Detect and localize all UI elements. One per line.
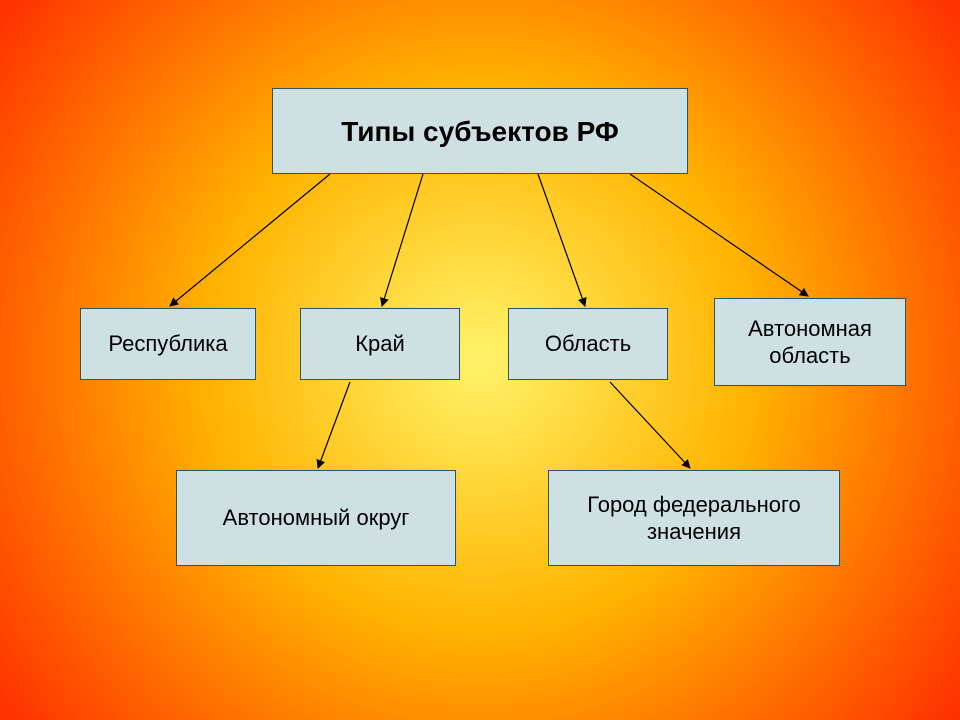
- node-label: Республика: [108, 330, 227, 358]
- title-box: Типы субъектов РФ: [272, 88, 688, 174]
- title-label: Типы субъектов РФ: [341, 114, 619, 149]
- node-respublika: Республика: [80, 308, 256, 380]
- node-label: Автономный округ: [223, 504, 410, 532]
- node-avtonomny-okrug: Автономный округ: [176, 470, 456, 566]
- node-label: Автономная область: [725, 315, 895, 370]
- diagram-canvas: Типы субъектов РФ Республика Край Област…: [0, 0, 960, 720]
- node-label: Край: [355, 330, 405, 358]
- node-label: Область: [545, 330, 631, 358]
- node-oblast: Область: [508, 308, 668, 380]
- node-label: Город федерального значения: [559, 491, 829, 546]
- node-kray: Край: [300, 308, 460, 380]
- node-avtonomnaya-oblast: Автономная область: [714, 298, 906, 386]
- node-gorod-federalnogo-znacheniya: Город федерального значения: [548, 470, 840, 566]
